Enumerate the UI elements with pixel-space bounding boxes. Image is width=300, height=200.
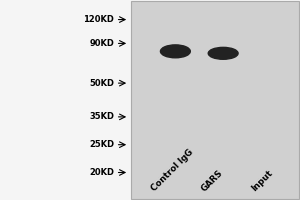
Text: 90KD: 90KD xyxy=(89,39,114,48)
Ellipse shape xyxy=(208,47,238,59)
Text: Input: Input xyxy=(250,169,275,193)
Text: Control IgG: Control IgG xyxy=(150,148,195,193)
Text: 120KD: 120KD xyxy=(83,15,114,24)
Bar xyxy=(130,1,299,199)
Text: GARS: GARS xyxy=(199,168,224,193)
Text: 35KD: 35KD xyxy=(89,112,114,121)
Text: 25KD: 25KD xyxy=(89,140,114,149)
Text: 20KD: 20KD xyxy=(89,168,114,177)
Text: 50KD: 50KD xyxy=(89,79,114,88)
Ellipse shape xyxy=(160,45,190,58)
